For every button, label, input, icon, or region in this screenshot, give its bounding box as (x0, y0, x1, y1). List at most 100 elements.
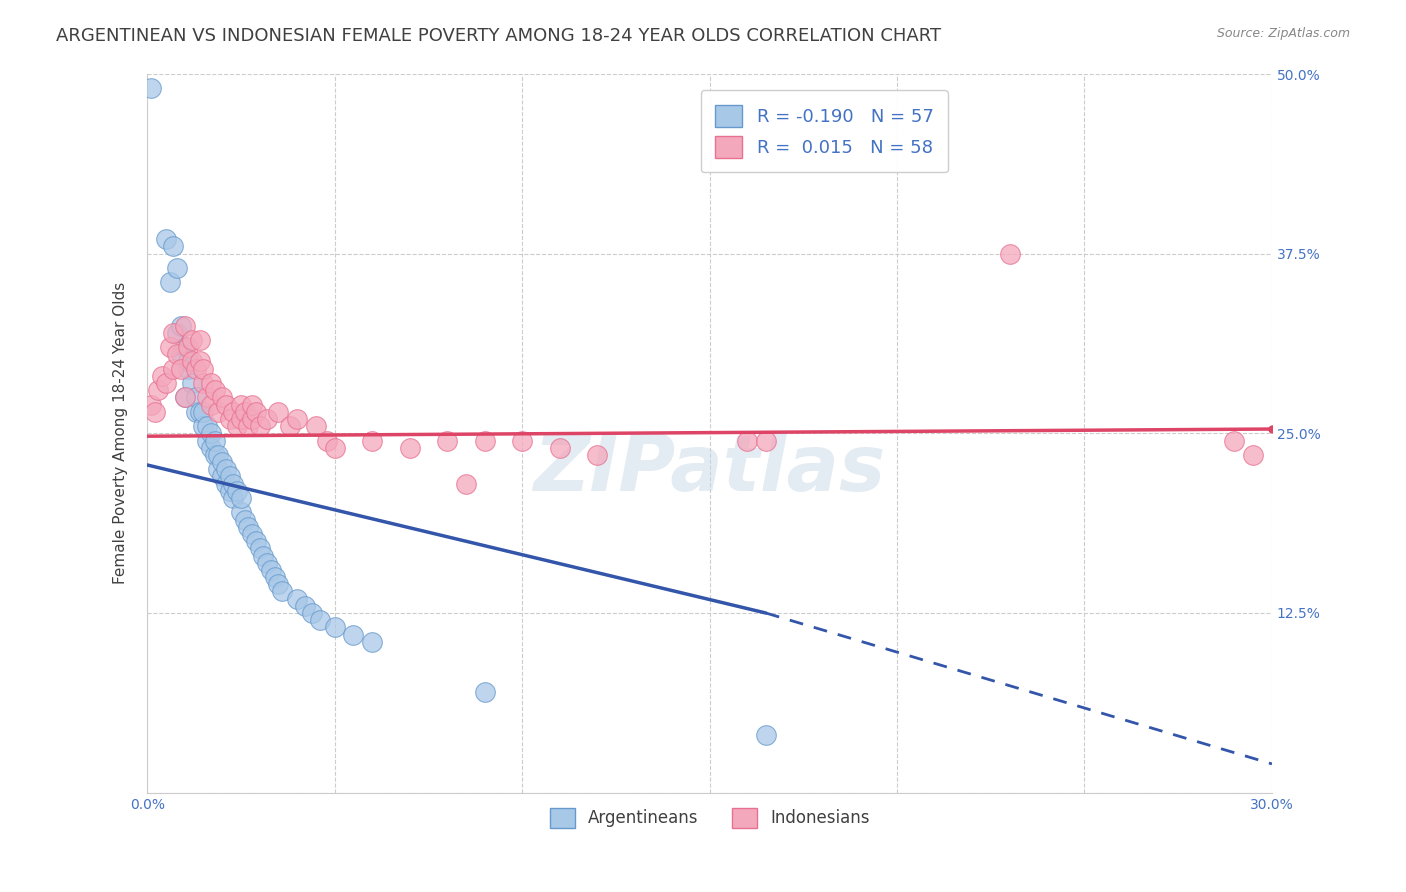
Point (193, 419, 215, 434)
Point (177, 354, 200, 368)
Point (166, 326, 188, 340)
Point (263, 570, 285, 584)
Point (204, 383, 226, 397)
Point (285, 591, 308, 606)
Point (229, 398, 252, 412)
Point (181, 354, 204, 368)
Point (184, 391, 207, 405)
Point (249, 541, 271, 556)
Point (474, 685, 496, 699)
Point (249, 419, 271, 434)
Point (177, 361, 200, 376)
Point (256, 556, 278, 570)
Point (267, 577, 290, 591)
Point (510, 434, 533, 448)
Point (256, 412, 278, 426)
Point (229, 491, 252, 505)
Point (200, 441, 222, 455)
Point (195, 391, 218, 405)
Point (305, 419, 328, 434)
Point (998, 246, 1021, 260)
Point (271, 584, 294, 599)
Point (240, 398, 263, 412)
Point (229, 505, 252, 519)
Point (170, 361, 193, 376)
Point (207, 448, 229, 462)
Text: ZIPatlas: ZIPatlas (533, 431, 886, 508)
Point (755, 434, 778, 448)
Point (361, 634, 384, 648)
Point (1241, 448, 1264, 462)
Point (170, 318, 193, 333)
Point (188, 333, 211, 347)
Point (177, 340, 200, 354)
Point (166, 261, 188, 276)
Point (323, 441, 346, 455)
Point (238, 419, 260, 434)
Point (245, 405, 267, 419)
Point (159, 276, 181, 290)
Point (233, 405, 256, 419)
Point (1223, 434, 1246, 448)
Point (215, 462, 238, 476)
Point (226, 483, 249, 498)
Point (207, 405, 229, 419)
Point (316, 434, 339, 448)
Point (193, 361, 215, 376)
Point (181, 376, 204, 390)
Point (398, 441, 420, 455)
Point (211, 391, 233, 405)
Point (195, 419, 218, 434)
Point (226, 419, 249, 434)
Point (342, 627, 364, 641)
Point (150, 368, 173, 383)
Point (162, 239, 184, 253)
Text: Source: ZipAtlas.com: Source: ZipAtlas.com (1216, 27, 1350, 40)
Point (260, 563, 283, 577)
Point (229, 412, 252, 426)
Point (173, 318, 195, 333)
Point (436, 434, 458, 448)
Point (301, 606, 323, 620)
Point (252, 549, 274, 563)
Point (173, 391, 195, 405)
Point (204, 434, 226, 448)
Point (193, 405, 215, 419)
Point (200, 398, 222, 412)
Point (207, 462, 229, 476)
Point (195, 434, 218, 448)
Point (162, 326, 184, 340)
Point (139, 81, 162, 95)
Point (240, 412, 263, 426)
Point (215, 476, 238, 491)
Point (215, 398, 238, 412)
Point (148, 383, 170, 397)
Point (474, 434, 496, 448)
Point (166, 347, 188, 361)
Point (162, 361, 184, 376)
Point (308, 613, 330, 627)
Point (218, 483, 240, 498)
Point (200, 376, 222, 390)
Point (173, 391, 195, 405)
Point (159, 340, 181, 354)
Point (245, 534, 267, 549)
Point (200, 426, 222, 441)
Point (218, 469, 240, 483)
Point (143, 405, 166, 419)
Point (188, 405, 211, 419)
Point (155, 376, 177, 390)
Point (294, 599, 316, 613)
Point (454, 476, 477, 491)
Point (222, 405, 245, 419)
Point (155, 232, 177, 246)
Point (193, 376, 215, 390)
Point (285, 412, 308, 426)
Point (233, 512, 256, 526)
Point (755, 728, 778, 742)
Text: ARGENTINEAN VS INDONESIAN FEMALE POVERTY AMONG 18-24 YEAR OLDS CORRELATION CHART: ARGENTINEAN VS INDONESIAN FEMALE POVERTY… (56, 27, 942, 45)
Point (238, 520, 260, 534)
Point (735, 434, 758, 448)
Point (586, 448, 609, 462)
Point (548, 441, 571, 455)
